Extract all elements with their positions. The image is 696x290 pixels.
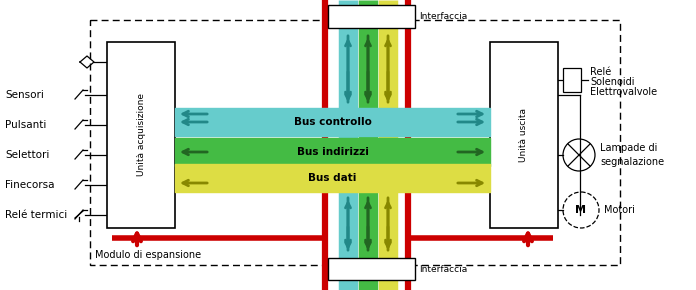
Text: Bus controllo: Bus controllo bbox=[294, 117, 372, 127]
Text: Relé: Relé bbox=[590, 67, 611, 77]
Text: Lampade di: Lampade di bbox=[600, 143, 658, 153]
Text: Interfaccia: Interfaccia bbox=[419, 12, 467, 21]
Text: Sensori: Sensori bbox=[5, 90, 44, 100]
Text: Interfaccia: Interfaccia bbox=[419, 264, 467, 273]
Bar bbox=[328, 5, 415, 28]
Bar bbox=[328, 258, 415, 280]
Text: Modulo di espansione: Modulo di espansione bbox=[95, 250, 201, 260]
Bar bbox=[490, 42, 558, 228]
Bar bbox=[90, 20, 620, 265]
Text: Pulsanti: Pulsanti bbox=[5, 120, 47, 130]
Text: Relé termici: Relé termici bbox=[5, 210, 68, 220]
Text: Elettrovalvole: Elettrovalvole bbox=[590, 87, 657, 97]
Text: M: M bbox=[576, 205, 587, 215]
Text: Unità uscita: Unità uscita bbox=[519, 108, 528, 162]
Text: segnalazione: segnalazione bbox=[600, 157, 664, 167]
Text: Solenoidi: Solenoidi bbox=[590, 77, 635, 87]
Text: Motori: Motori bbox=[604, 205, 635, 215]
Bar bbox=[563, 68, 581, 92]
Text: Finecorsa: Finecorsa bbox=[5, 180, 54, 190]
Text: Selettori: Selettori bbox=[5, 150, 49, 160]
Text: Bus dati: Bus dati bbox=[308, 173, 356, 183]
Text: Unità acquisizione: Unità acquisizione bbox=[136, 93, 145, 177]
Text: Bus indirizzi: Bus indirizzi bbox=[296, 147, 368, 157]
Bar bbox=[107, 42, 175, 228]
